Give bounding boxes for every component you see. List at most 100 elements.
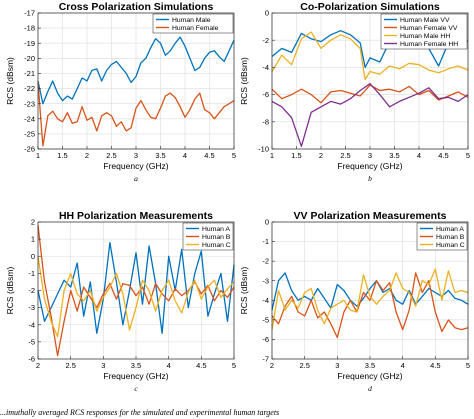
legend-entry: Human A [202, 226, 230, 233]
y-axis-label: RCS (dBsm) [5, 266, 15, 314]
y-tick-label: -26 [24, 145, 35, 154]
x-tick-label: 4 [183, 151, 187, 160]
y-tick-label: -10 [258, 145, 269, 154]
x-tick-label: 3 [368, 151, 372, 160]
legend-entry: Human Female [172, 25, 219, 32]
x-tick-label: 2 [36, 361, 40, 370]
x-tick-label: 4 [167, 361, 171, 370]
y-tick-label: 0 [265, 218, 269, 227]
x-tick-label: 4.5 [438, 151, 448, 160]
x-tick-label: 3 [101, 361, 105, 370]
x-tick-label: 3.5 [365, 361, 375, 370]
legend-box [152, 13, 234, 34]
x-axis-label: Frequency (GHz) [337, 161, 402, 171]
x-tick-label: 5 [232, 151, 236, 160]
subfigure-label: c [134, 384, 138, 393]
y-tick-label: 1 [31, 235, 35, 244]
legend-entry: Human B [202, 234, 231, 241]
y-tick-label: -4 [28, 320, 35, 329]
y-tick-label: -19 [24, 39, 35, 48]
chart-panel-1: 1 1.5 2 2.5 3 3.5 4 4.5 5 -26 -25 -24 -23 -22 -21 -20 -1… [5, 1, 236, 183]
series-line-3 [37, 256, 235, 338]
subfigure-label: a [134, 174, 138, 183]
chart-panel-2: 1 1.5 2 2.5 3 3.5 4 4.5 5 -10 -8 -6 -4 -2 0 Co-Polariza… [239, 1, 470, 183]
series-line-1 [37, 36, 235, 105]
y-tick-label: -6 [28, 355, 35, 364]
x-tick-label: 3.5 [389, 151, 399, 160]
x-tick-label: 2 [85, 151, 89, 160]
y-tick-label: 0 [31, 252, 35, 261]
x-tick-label: 4 [401, 361, 405, 370]
legend-entry: Human Male HH [400, 33, 450, 40]
y-tick-label: -21 [24, 69, 35, 78]
chart-title: Co-Polarization Simulations [300, 1, 440, 13]
y-tick-label: -20 [24, 54, 35, 63]
y-tick-label: -4 [262, 63, 269, 72]
y-tick-label: -2 [262, 36, 269, 45]
x-tick-label: 2.5 [106, 151, 116, 160]
series-line-2 [37, 82, 235, 147]
chart-title: VV Polarization Measurements [294, 210, 447, 222]
y-tick-label: -18 [24, 24, 35, 33]
figure-caption: ...imuthally averaged RCS responses for … [0, 408, 279, 417]
x-tick-label: 3.5 [131, 361, 141, 370]
legend-entry: Human C [202, 242, 231, 249]
y-tick-label: -24 [24, 114, 35, 123]
y-axis-label: RCS (dBsm) [239, 57, 249, 105]
x-tick-label: 2 [270, 361, 274, 370]
y-tick-label: 0 [265, 9, 269, 18]
series-line-1 [37, 241, 235, 334]
x-tick-label: 4 [417, 151, 421, 160]
y-tick-label: -7 [262, 355, 269, 364]
x-tick-label: 4.5 [196, 361, 206, 370]
x-tick-label: 4.5 [204, 151, 214, 160]
y-tick-label: -17 [24, 9, 35, 18]
series-line-4 [271, 83, 469, 147]
legend-entry: Human C [436, 242, 465, 249]
x-tick-label: 5 [466, 361, 470, 370]
y-tick-label: -5 [28, 337, 35, 346]
y-tick-label: -3 [28, 303, 35, 312]
y-tick-label: -5 [262, 315, 269, 324]
series-line-3 [271, 31, 469, 81]
y-tick-label: -1 [262, 237, 269, 246]
y-tick-label: -22 [24, 84, 35, 93]
legend-entry: Human Male VV [400, 17, 450, 24]
series-line-2 [271, 84, 469, 104]
x-tick-label: 1.5 [57, 151, 67, 160]
y-tick-label: -8 [262, 117, 269, 126]
x-tick-label: 4.5 [430, 361, 440, 370]
chart-title: HH Polarization Measurements [59, 210, 213, 222]
x-tick-label: 1 [36, 151, 40, 160]
legend-entry: Human A [436, 226, 464, 233]
series-line-2 [271, 272, 469, 339]
subfigure-label: b [368, 174, 372, 183]
chart-panel-3: 2 2.5 3 3.5 4 4.5 5 -6 -5 -4 -3 -2 -1 0 1 2 HH Polarizat… [5, 210, 236, 393]
legend-entry: Human B [436, 234, 465, 241]
x-axis-label: Frequency (GHz) [103, 371, 168, 381]
y-tick-label: -2 [262, 257, 269, 266]
x-axis-label: Frequency (GHz) [337, 371, 402, 381]
y-tick-label: 2 [31, 218, 35, 227]
x-tick-label: 5 [466, 151, 470, 160]
y-tick-label: -6 [262, 335, 269, 344]
legend-entry: Human Female VV [400, 25, 458, 32]
chart-title: Cross Polarization Simulations [59, 1, 214, 13]
x-tick-label: 5 [232, 361, 236, 370]
x-tick-label: 1 [270, 151, 274, 160]
x-tick-label: 3.5 [155, 151, 165, 160]
x-tick-label: 2.5 [299, 361, 309, 370]
x-tick-label: 2 [319, 151, 323, 160]
x-tick-label: 2.5 [65, 361, 75, 370]
chart-panel-4: 2 2.5 3 3.5 4 4.5 5 -7 -6 -5 -4 -3 -2 -1 0 VV Polarizat… [239, 210, 470, 393]
x-tick-label: 3 [134, 151, 138, 160]
x-axis-label: Frequency (GHz) [103, 161, 168, 171]
y-tick-label: -2 [28, 286, 35, 295]
legend-entry: Human Female HH [400, 41, 458, 48]
legend-box [182, 222, 234, 251]
